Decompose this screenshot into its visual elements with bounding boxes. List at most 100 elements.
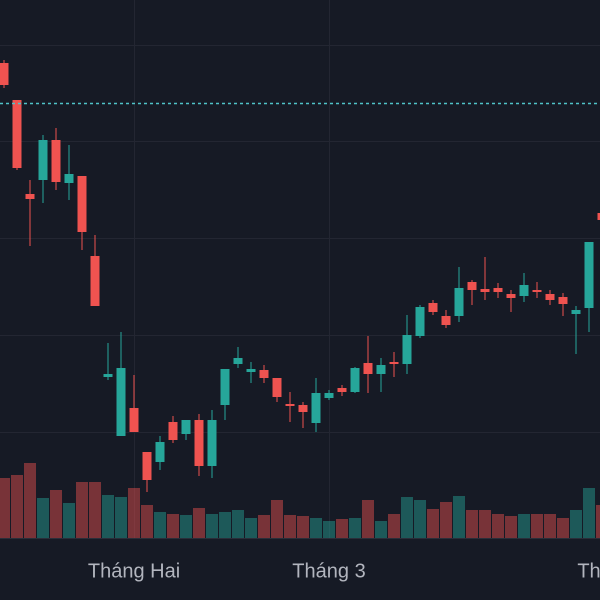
volume-bar: [479, 510, 491, 538]
candle-body: [428, 303, 438, 312]
candle-body: [207, 420, 217, 466]
volume-bar: [232, 510, 244, 538]
volume-bar: [544, 514, 556, 538]
volume-bar: [518, 514, 530, 538]
volume-bar: [336, 519, 348, 538]
time-axis: Tháng Hai Tháng 3 Th: [88, 560, 600, 582]
x-tick-label: Tháng 3: [292, 560, 365, 582]
candle-body: [519, 285, 529, 296]
candle-body: [64, 174, 74, 183]
candle-body: [0, 63, 9, 85]
candle-body: [532, 290, 542, 292]
candle-body: [454, 288, 464, 316]
volume-bar: [596, 505, 600, 538]
candle-body: [337, 388, 347, 392]
volume-bar: [505, 516, 517, 538]
volume-bar: [37, 498, 49, 538]
volume-bar: [102, 495, 114, 538]
volume-bar: [557, 518, 569, 538]
candle-body: [142, 452, 152, 480]
candle-body: [220, 369, 230, 405]
candle-body: [350, 368, 360, 392]
volume-bar: [193, 508, 205, 538]
candle-body: [90, 256, 100, 306]
candle-body: [233, 358, 243, 364]
volume-bar: [453, 496, 465, 538]
volume-bar: [11, 475, 23, 538]
volume-bar: [89, 482, 101, 538]
volume-bar: [115, 497, 127, 538]
volume-bar: [583, 488, 595, 538]
candle-body: [259, 370, 269, 378]
volume-bar: [323, 521, 335, 538]
candle-body: [51, 140, 61, 182]
candle-body: [545, 294, 555, 300]
candle-body: [155, 442, 165, 462]
candle-body: [584, 242, 594, 308]
volume-bar: [401, 497, 413, 538]
candle-body: [77, 176, 87, 232]
volume-bar: [362, 500, 374, 538]
candle-body: [25, 194, 35, 199]
volume-bar: [63, 503, 75, 538]
volume-bar: [531, 514, 543, 538]
candle-body: [194, 420, 204, 466]
volume-bar: [310, 518, 322, 538]
candle-body: [402, 335, 412, 364]
volume-bar: [154, 512, 166, 538]
x-tick-label: Tháng Hai: [88, 560, 180, 582]
volume-bar: [245, 518, 257, 538]
volume-bar: [349, 518, 361, 538]
candle-body: [324, 393, 334, 398]
candle-body: [467, 282, 477, 290]
candle-body: [597, 213, 600, 220]
candle-body: [389, 362, 399, 364]
volume-bar: [284, 515, 296, 538]
volume-bar: [297, 516, 309, 538]
volume-bar: [388, 514, 400, 538]
candle-body: [298, 405, 308, 412]
volume-bar: [414, 500, 426, 538]
volume-bar: [427, 509, 439, 538]
candle-body: [415, 307, 425, 336]
candle-body: [480, 289, 490, 292]
volume-bar: [258, 515, 270, 538]
candle-body: [246, 369, 256, 372]
candle-body: [272, 378, 282, 397]
candle-body: [12, 100, 22, 168]
volume-bar: [128, 488, 140, 538]
volume-bar: [206, 514, 218, 538]
volume-bar: [24, 463, 36, 538]
volume-bar: [0, 478, 10, 538]
volume-bar: [466, 510, 478, 538]
volume-bar: [375, 521, 387, 538]
candle-body: [285, 404, 295, 406]
candle-body: [376, 365, 386, 374]
candle-body: [571, 310, 581, 314]
volume-pane: [0, 463, 600, 538]
candle-body: [363, 363, 373, 374]
candle-body: [311, 393, 321, 423]
volume-bar: [440, 502, 452, 538]
volume-bar: [492, 514, 504, 538]
candles: [0, 60, 600, 492]
candle-body: [129, 408, 139, 432]
candle-body: [38, 140, 48, 180]
candle-body: [506, 294, 516, 298]
volume-bar: [271, 500, 283, 538]
volume-bar: [50, 490, 62, 538]
volume-bar: [180, 515, 192, 538]
volume-bar: [570, 510, 582, 538]
candle-body: [103, 374, 113, 377]
grid: [0, 0, 600, 538]
candle-body: [441, 316, 451, 325]
volume-bar: [141, 505, 153, 538]
x-tick-label: Th: [577, 560, 600, 582]
candle-body: [168, 422, 178, 440]
candle-body: [493, 288, 503, 292]
volume-bar: [219, 512, 231, 538]
candle-body: [558, 297, 568, 304]
